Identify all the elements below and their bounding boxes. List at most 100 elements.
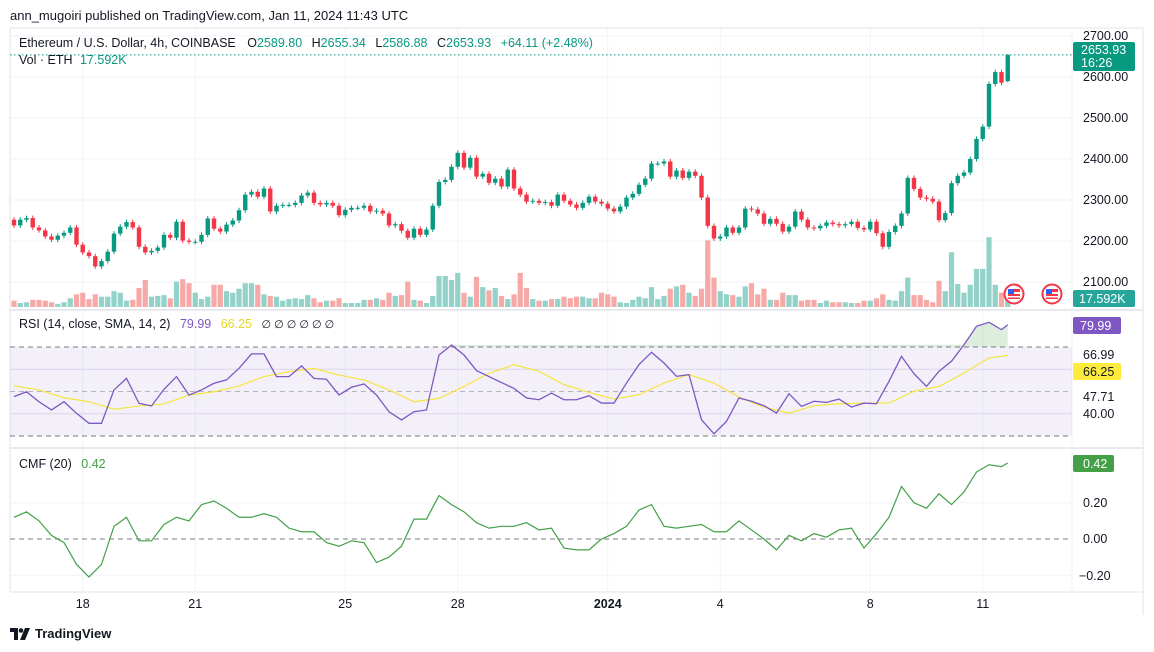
candle[interactable] [986, 81, 992, 130]
candle[interactable] [318, 200, 323, 207]
candle[interactable] [843, 221, 848, 228]
candle[interactable] [955, 173, 960, 186]
candle[interactable] [36, 225, 42, 233]
candle[interactable] [524, 192, 529, 205]
candle[interactable] [618, 204, 623, 214]
candle[interactable] [636, 182, 642, 197]
candle[interactable] [699, 173, 704, 200]
candle[interactable] [574, 202, 579, 211]
candle[interactable] [505, 167, 510, 189]
candle[interactable] [836, 221, 842, 228]
candle[interactable] [668, 159, 673, 180]
candle[interactable] [924, 195, 929, 202]
candle[interactable] [255, 189, 260, 200]
candle[interactable] [793, 209, 798, 230]
candle[interactable] [11, 217, 17, 228]
candle[interactable] [780, 221, 785, 235]
candle[interactable] [886, 229, 892, 250]
candle[interactable] [518, 186, 523, 198]
candle[interactable] [818, 223, 823, 231]
candle[interactable] [274, 203, 279, 214]
candle[interactable] [974, 136, 979, 162]
candle[interactable] [643, 176, 648, 188]
candle[interactable] [830, 220, 835, 227]
candle[interactable] [293, 200, 298, 208]
candle[interactable] [624, 195, 629, 210]
candle[interactable] [443, 177, 448, 185]
candle[interactable] [661, 159, 667, 166]
candle[interactable] [286, 202, 292, 208]
candle[interactable] [205, 215, 210, 238]
candle[interactable] [593, 194, 598, 205]
candle[interactable] [768, 216, 773, 227]
candle[interactable] [999, 69, 1004, 86]
candle[interactable] [474, 155, 479, 180]
candle[interactable] [686, 169, 692, 181]
candle[interactable] [730, 225, 735, 236]
candle[interactable] [961, 170, 967, 179]
candle[interactable] [168, 232, 173, 241]
candle[interactable] [261, 186, 267, 200]
candle[interactable] [480, 171, 485, 180]
candle[interactable] [143, 244, 148, 255]
candle[interactable] [630, 191, 635, 200]
price-axis[interactable]: 2700.00 2600.00 2500.00 2400.00 2300.00 2200.… [1083, 29, 1128, 289]
candle[interactable] [455, 150, 460, 170]
candle[interactable] [811, 225, 817, 231]
candle[interactable] [199, 232, 204, 245]
candle[interactable] [893, 223, 898, 235]
candle[interactable] [130, 219, 135, 230]
candle[interactable] [211, 215, 217, 232]
candle[interactable] [236, 207, 242, 223]
candle[interactable] [599, 199, 604, 207]
candle[interactable] [930, 196, 935, 205]
candle[interactable] [949, 180, 954, 216]
candle[interactable] [461, 150, 467, 171]
candle[interactable] [43, 227, 48, 239]
candle[interactable] [874, 219, 879, 236]
candle[interactable] [918, 186, 923, 200]
us-flag-event-icon[interactable] [1003, 283, 1025, 305]
candle[interactable] [880, 230, 885, 250]
candle[interactable] [655, 161, 660, 166]
candle[interactable] [786, 224, 792, 235]
candle[interactable] [736, 225, 742, 236]
candle[interactable] [936, 199, 942, 223]
candle[interactable] [180, 219, 185, 244]
candle[interactable] [230, 218, 235, 228]
candle[interactable] [943, 210, 948, 223]
candle[interactable] [218, 226, 223, 235]
candle[interactable] [749, 206, 754, 212]
candle[interactable] [174, 219, 179, 241]
candle[interactable] [855, 219, 860, 231]
candle[interactable] [580, 200, 585, 211]
candle[interactable] [24, 215, 29, 223]
candle[interactable] [186, 238, 192, 245]
candle[interactable] [105, 249, 110, 264]
candle[interactable] [399, 221, 404, 234]
candle[interactable] [393, 221, 398, 228]
candle[interactable] [249, 189, 254, 198]
candle[interactable] [693, 169, 698, 179]
time-axis[interactable]: 18 21 25 28 2024 4 8 11 [76, 597, 989, 611]
candle[interactable] [993, 69, 998, 87]
candle[interactable] [499, 176, 504, 189]
candle[interactable] [761, 211, 767, 227]
candle[interactable] [824, 220, 829, 229]
candle[interactable] [243, 192, 248, 213]
candle[interactable] [55, 233, 60, 243]
candle[interactable] [536, 198, 542, 206]
candle[interactable] [193, 239, 198, 245]
candle[interactable] [868, 219, 873, 232]
candle[interactable] [436, 179, 442, 209]
candle[interactable] [280, 202, 285, 209]
candle[interactable] [86, 250, 92, 259]
candle[interactable] [411, 226, 417, 241]
candle[interactable] [424, 227, 429, 238]
candle[interactable] [124, 219, 129, 230]
candle[interactable] [543, 199, 548, 206]
candle[interactable] [849, 219, 854, 227]
candle[interactable] [18, 217, 23, 228]
candle[interactable] [118, 224, 123, 237]
us-flag-event-icon[interactable] [1041, 283, 1063, 305]
